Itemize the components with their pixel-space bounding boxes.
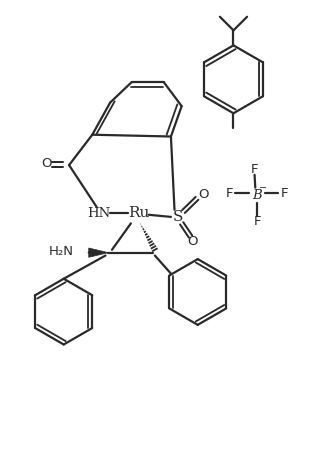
Text: H₂N: H₂N (49, 245, 74, 258)
Text: −: − (259, 183, 267, 192)
Polygon shape (89, 248, 109, 257)
Text: O: O (198, 188, 208, 201)
Text: O: O (42, 157, 52, 170)
Text: HN: HN (87, 207, 110, 220)
Text: O: O (187, 235, 198, 248)
Text: F: F (281, 187, 288, 200)
Text: B: B (252, 189, 261, 202)
Text: S: S (173, 210, 183, 224)
Text: F: F (226, 187, 233, 200)
Text: Ru: Ru (128, 206, 149, 220)
Text: F: F (251, 163, 258, 176)
Text: F: F (254, 215, 261, 228)
